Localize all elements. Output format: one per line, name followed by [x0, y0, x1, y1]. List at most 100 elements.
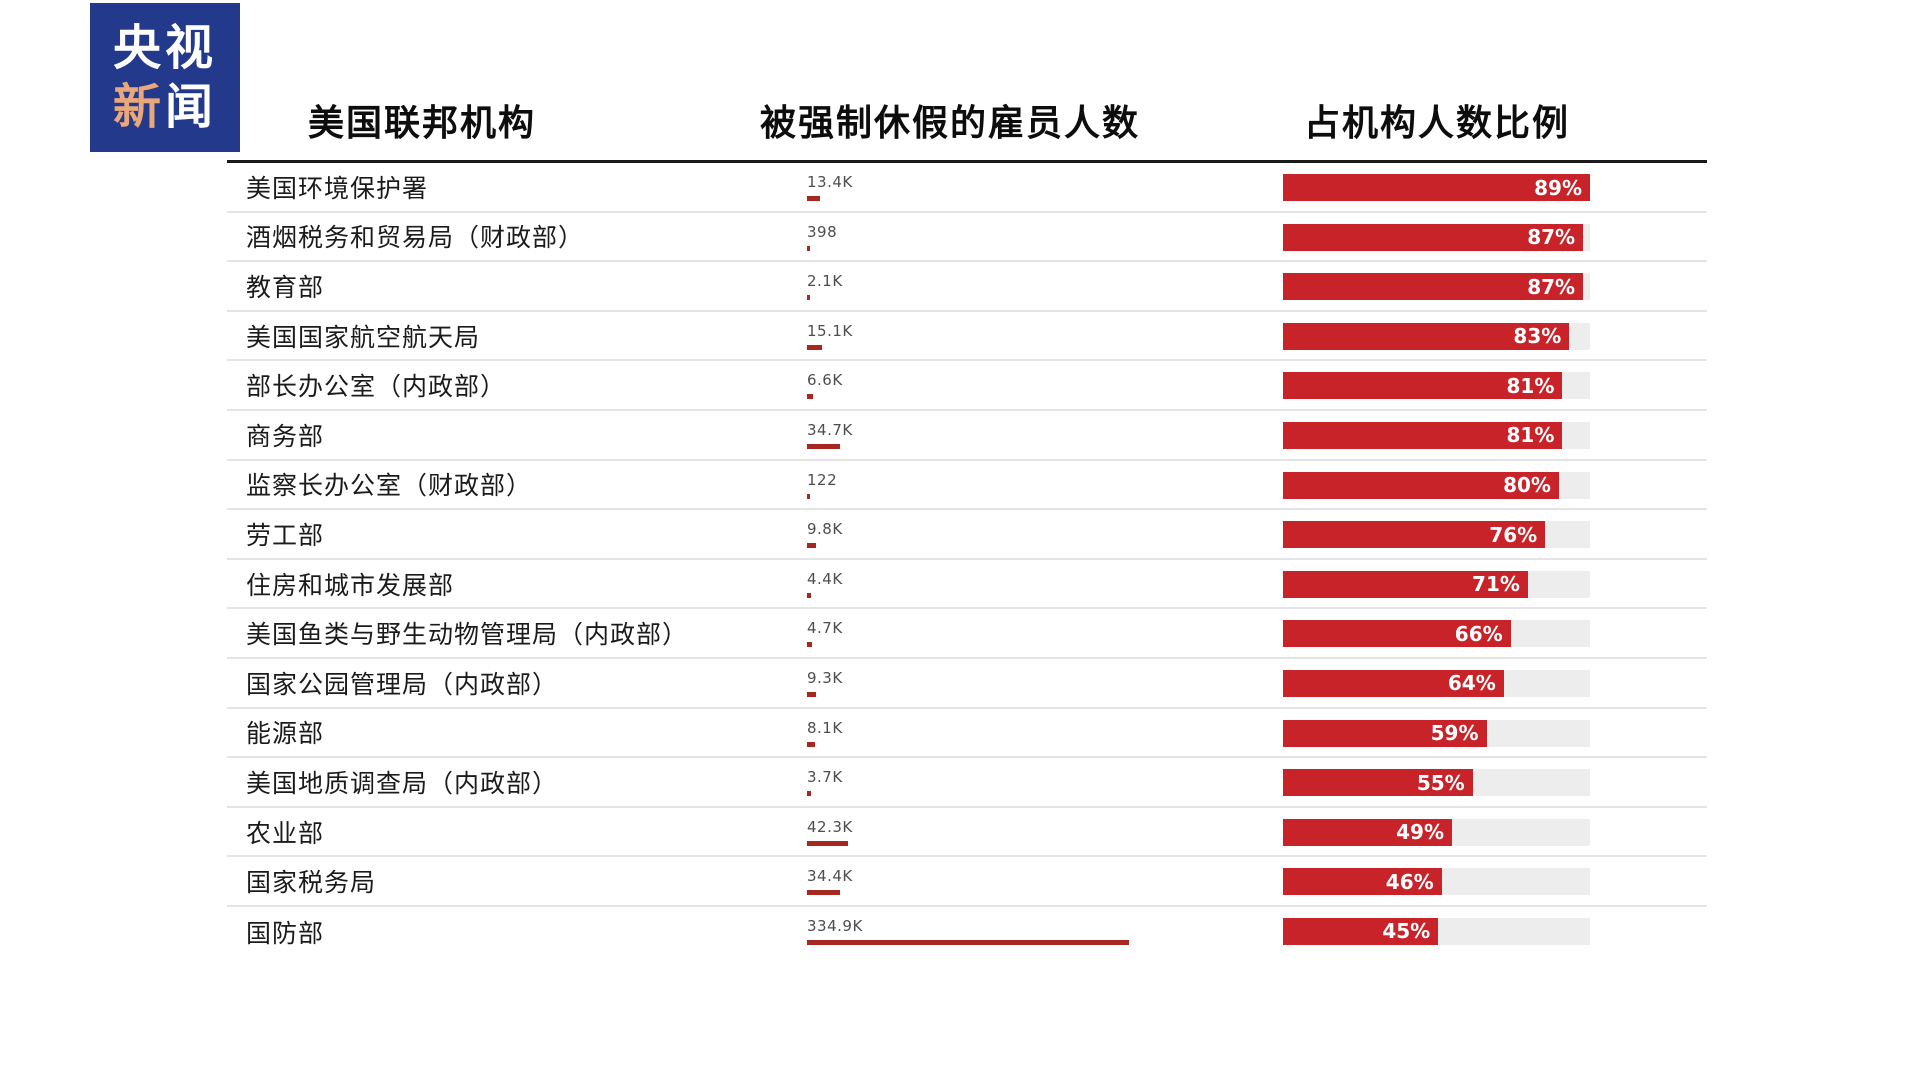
count-cell: 4.7K: [807, 619, 843, 648]
agency-name: 能源部: [246, 719, 325, 749]
count-label: 2.1K: [807, 272, 843, 291]
count-bar: [807, 741, 815, 747]
count-label: 9.3K: [807, 668, 843, 687]
agency-name: 美国环境保护署: [246, 173, 429, 203]
percent-bar-fill: 80%: [1283, 471, 1559, 499]
count-bar: [807, 890, 840, 896]
table-row: 农业部 42.3K 49%: [227, 808, 1707, 858]
percent-label: 83%: [1513, 324, 1562, 349]
logo-char-accent: 新: [112, 78, 165, 135]
percent-label: 76%: [1489, 522, 1538, 547]
percent-bar-track: 81%: [1283, 421, 1590, 449]
percent-bar-track: 87%: [1283, 273, 1590, 301]
count-label: 15.1K: [807, 321, 853, 340]
table-row: 美国国家航空航天局 15.1K 83%: [227, 312, 1707, 362]
percent-label: 71%: [1472, 572, 1520, 597]
percent-bar-fill: 87%: [1283, 273, 1584, 301]
count-label: 6.6K: [807, 371, 843, 390]
furlough-table: 美国联邦机构 被强制休假的雇员人数 占机构人数比例 美国环境保护署 13.4K …: [227, 0, 1707, 957]
agency-name: 住房和城市发展部: [246, 570, 455, 600]
percent-bar-fill: 49%: [1283, 818, 1453, 846]
count-bar: [807, 245, 810, 251]
percent-label: 46%: [1385, 869, 1434, 894]
count-cell: 8.1K: [807, 718, 843, 747]
percent-bar-fill: 59%: [1283, 719, 1487, 747]
count-bar: [807, 939, 1129, 945]
percent-bar-track: 80%: [1283, 471, 1590, 499]
percent-label: 87%: [1527, 274, 1576, 299]
count-label: 9.8K: [807, 520, 843, 539]
percent-label: 89%: [1534, 175, 1582, 200]
percent-label: 81%: [1506, 373, 1555, 398]
count-label: 34.4K: [807, 867, 853, 886]
count-label: 122: [807, 470, 838, 489]
table-row: 劳工部 9.8K 76%: [227, 510, 1707, 560]
percent-bar-track: 59%: [1283, 719, 1590, 747]
percent-bar-track: 76%: [1283, 521, 1590, 549]
count-label: 42.3K: [807, 817, 853, 836]
agency-name: 美国国家航空航天局: [246, 322, 481, 352]
agency-name: 国家税务局: [246, 868, 377, 898]
count-label: 8.1K: [807, 718, 843, 737]
column-header-agency: 美国联邦机构: [308, 103, 537, 144]
percent-label: 80%: [1503, 473, 1551, 498]
agency-name: 商务部: [246, 421, 325, 451]
count-cell: 9.8K: [807, 520, 843, 549]
agency-name: 教育部: [246, 272, 325, 302]
count-bar: [807, 443, 840, 449]
percent-bar-fill: 83%: [1283, 322, 1570, 350]
count-cell: 4.4K: [807, 569, 843, 598]
percent-label: 59%: [1430, 721, 1479, 746]
table-header-row: 美国联邦机构 被强制休假的雇员人数 占机构人数比例: [227, 0, 1707, 160]
count-cell: 3.7K: [807, 768, 843, 797]
count-cell: 34.7K: [807, 422, 853, 449]
agency-name: 劳工部: [246, 520, 325, 550]
percent-label: 55%: [1416, 770, 1465, 795]
count-label: 334.9K: [807, 916, 863, 935]
count-label: 3.7K: [807, 768, 843, 787]
count-label: 4.4K: [807, 569, 843, 588]
count-label: 398: [807, 222, 838, 241]
count-label: 4.7K: [807, 619, 843, 638]
count-cell: 15.1K: [807, 321, 853, 350]
percent-bar-fill: 81%: [1283, 421, 1563, 449]
count-cell: 34.4K: [807, 867, 853, 896]
percent-label: 81%: [1506, 423, 1555, 448]
percent-bar-fill: 64%: [1283, 669, 1504, 697]
percent-bar-track: 81%: [1283, 372, 1590, 400]
percent-bar-fill: 71%: [1283, 570, 1528, 598]
percent-bar-track: 89%: [1283, 174, 1590, 201]
percent-label: 49%: [1396, 820, 1445, 845]
table-row: 国防部 334.9K 45%: [227, 907, 1707, 957]
count-bar: [807, 543, 816, 549]
percent-bar-fill: 66%: [1283, 620, 1511, 648]
logo-text-line1: 央视: [112, 19, 217, 76]
percent-bar-track: 71%: [1283, 570, 1590, 598]
percent-bar-fill: 87%: [1283, 223, 1584, 251]
count-cell: 13.4K: [807, 175, 853, 201]
percent-bar-fill: 89%: [1283, 174, 1590, 201]
count-cell: 398: [807, 222, 838, 251]
agency-name: 美国鱼类与野生动物管理局（内政部）: [246, 620, 689, 650]
percent-bar-fill: 46%: [1283, 868, 1442, 896]
count-bar: [807, 691, 816, 697]
agency-name: 美国地质调查局（内政部）: [246, 768, 559, 798]
table-row: 能源部 8.1K 59%: [227, 709, 1707, 759]
column-header-percent: 占机构人数比例: [1304, 103, 1571, 144]
table-row: 美国环境保护署 13.4K 89%: [227, 163, 1707, 213]
percent-bar-track: 45%: [1283, 917, 1590, 945]
agency-name: 酒烟税务和贸易局（财政部）: [246, 223, 585, 253]
column-header-furlough-count: 被强制休假的雇员人数: [760, 103, 1141, 144]
count-cell: 6.6K: [807, 371, 843, 400]
count-cell: 334.9K: [807, 916, 1129, 945]
percent-label: 87%: [1527, 225, 1576, 250]
percent-bar-fill: 55%: [1283, 769, 1473, 797]
count-bar: [807, 840, 848, 846]
agency-name: 部长办公室（内政部）: [246, 372, 507, 402]
count-label: 13.4K: [807, 173, 853, 191]
percent-label: 45%: [1382, 919, 1431, 944]
percent-bar-fill: 76%: [1283, 521, 1546, 549]
logo-text-line2: 新闻: [113, 78, 217, 137]
count-bar: [807, 642, 812, 648]
count-bar: [807, 791, 811, 797]
